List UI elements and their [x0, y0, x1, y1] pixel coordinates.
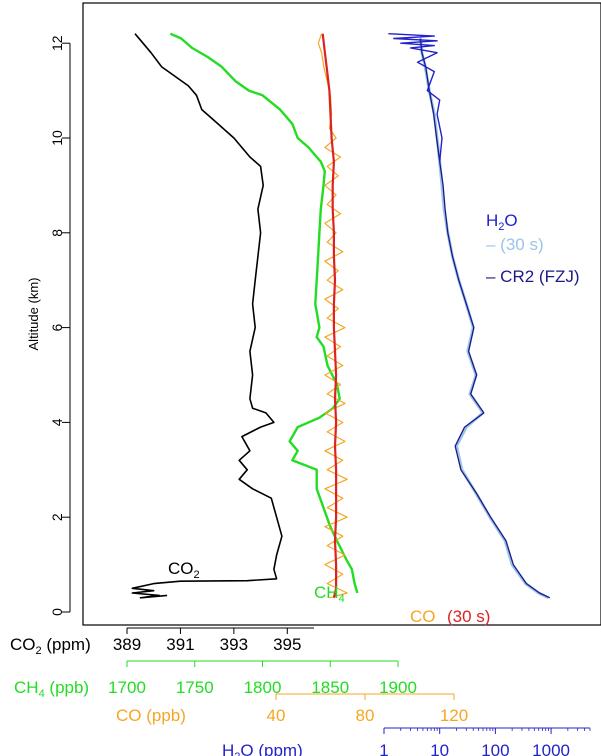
x-axis-ch4: 1700 1750 1800 1850 1900 CH4 (ppb) — [14, 660, 417, 700]
x-axis-co: 40 80 120 CO (ppb) — [116, 693, 468, 725]
x-tick-label: 80 — [356, 706, 375, 725]
y-axis: 0 2 4 6 8 10 12 — [49, 35, 71, 616]
x-tick-label: 1700 — [108, 678, 146, 697]
series-co2-line — [131, 33, 283, 599]
annotation-co: CO — [410, 607, 436, 626]
x-axis-co2-label: CO2 (ppm) — [10, 635, 91, 657]
x-tick-label: 10 — [430, 741, 449, 756]
y-tick-label: 12 — [49, 35, 65, 51]
y-tick-label: 10 — [49, 130, 65, 146]
x-axis-h2o-label: H2O (ppm) — [222, 741, 303, 756]
x-axis-co2: 389 391 393 395 CO2 (ppm) — [10, 627, 314, 657]
series-layer — [131, 32, 551, 600]
annotation-ch4: CH4 — [314, 583, 345, 605]
y-axis-label: Altitude (km) — [26, 278, 41, 351]
x-tick-label: 391 — [166, 635, 194, 654]
x-tick-label: 1850 — [311, 678, 349, 697]
series-co-raw-line — [317, 33, 348, 599]
x-tick-label: 389 — [113, 635, 141, 654]
x-axis-co-label: CO (ppb) — [116, 706, 186, 725]
x-tick-label: 1750 — [176, 678, 214, 697]
x-tick-label: 1800 — [244, 678, 282, 697]
y-tick-label: 2 — [49, 513, 65, 521]
series-co-30s-line — [321, 33, 338, 599]
annotation-cr2: – CR2 (FZJ) — [486, 267, 580, 286]
x-tick-label: 393 — [220, 635, 248, 654]
series-annotations: CO2 CH4 CO (30 s) H2O – (30 s) – CR2 (FZJ) — [168, 211, 580, 626]
plot-frame — [82, 2, 601, 626]
annotation-h2o: H2O — [486, 211, 518, 233]
y-tick-label: 6 — [49, 323, 65, 331]
x-tick-label: 100 — [481, 741, 509, 756]
y-tick-label: 0 — [49, 608, 65, 616]
annotation-co2: CO2 — [168, 559, 200, 581]
series-h2o-cr2-line — [419, 38, 551, 599]
annotation-co30: (30 s) — [447, 607, 490, 626]
x-tick-label: 1000 — [532, 741, 570, 756]
x-axis-h2o: 1 10 100 1000 H2O (ppm) — [222, 727, 591, 756]
x-tick-label: 1900 — [379, 678, 417, 697]
x-axis-ch4-label: CH4 (ppb) — [14, 678, 89, 700]
x-tick-label: 395 — [273, 635, 301, 654]
series-ch4-line — [169, 32, 359, 594]
y-tick-label: 4 — [49, 418, 65, 426]
x-tick-label: 1 — [379, 741, 388, 756]
x-tick-label: 40 — [267, 706, 286, 725]
y-tick-label: 8 — [49, 229, 65, 237]
plot-area — [82, 2, 601, 626]
annotation-h2o30: – (30 s) — [486, 235, 544, 254]
x-axes: 389 391 393 395 CO2 (ppm) 1700 1750 1800 1850 190… — [10, 627, 591, 756]
x-tick-label: 120 — [440, 706, 468, 725]
series-h2o-30s-line — [418, 38, 550, 600]
series-h2o-raw-line — [388, 33, 443, 162]
